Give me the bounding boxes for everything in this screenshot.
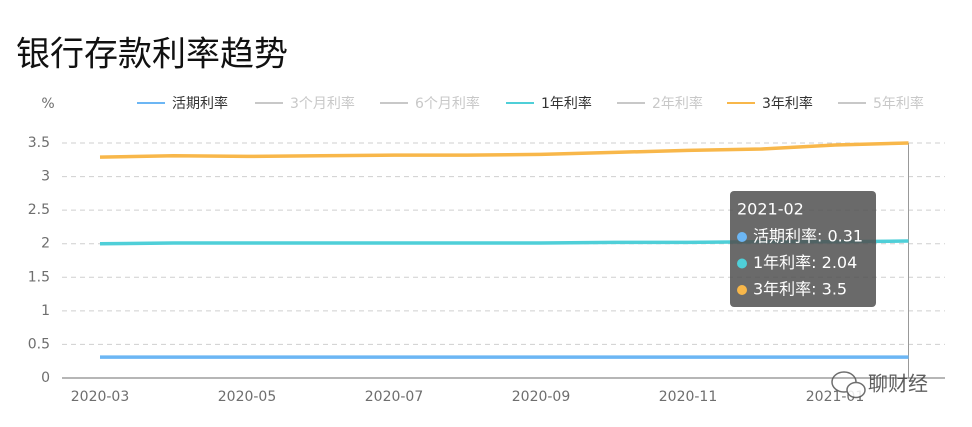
legend-label: 3个月利率: [290, 95, 355, 112]
x-tick-label: 2020-05: [218, 389, 277, 405]
legend-label: 1年利率: [541, 95, 592, 112]
series-line: [99, 141, 909, 159]
watermark-icon: [846, 381, 866, 399]
legend-label: 6个月利率: [415, 95, 480, 112]
legend-label: 活期利率: [172, 95, 228, 112]
watermark-text: 聊财经: [868, 372, 928, 396]
tooltip-dot: [737, 258, 747, 269]
tooltip-title: 2021-02: [737, 200, 804, 219]
tooltip: 2021-02 活期利率: 0.31 1年利率: 2.04 3年利率: 3.5: [730, 191, 876, 307]
x-tick-label: 2020-11: [659, 389, 718, 405]
y-tick-label: 1: [41, 303, 50, 319]
tooltip-item: 1年利率: 2.04: [753, 253, 857, 272]
tooltip-dot: [737, 285, 747, 295]
y-tick-label: 3.5: [28, 135, 50, 151]
y-tick-label: 0: [41, 370, 50, 386]
x-tick-label: 2020-09: [512, 389, 571, 405]
y-tick-label: 1.5: [28, 269, 50, 285]
tooltip-dot: [737, 232, 747, 242]
tooltip-item: 活期利率: 0.31: [753, 227, 863, 246]
tooltip-item: 3年利率: 3.5: [753, 280, 847, 299]
legend-label: 5年利率: [873, 95, 924, 112]
y-tick-label: 2: [41, 236, 50, 252]
y-tick-label: 0.5: [28, 336, 50, 352]
x-tick-label: 2020-07: [365, 389, 424, 405]
watermark: 聊财经: [831, 371, 928, 399]
y-tick-label: 3: [41, 169, 50, 185]
x-tick-label: 2020-03: [71, 389, 130, 405]
tooltip-box: [730, 191, 876, 307]
y-tick-label: 2.5: [28, 202, 50, 218]
legend-label: 3年利率: [762, 95, 813, 112]
chart-title: 银行存款利率趋势: [16, 35, 288, 75]
y-axis-label: %: [41, 96, 54, 112]
legend-label: 2年利率: [652, 95, 703, 112]
